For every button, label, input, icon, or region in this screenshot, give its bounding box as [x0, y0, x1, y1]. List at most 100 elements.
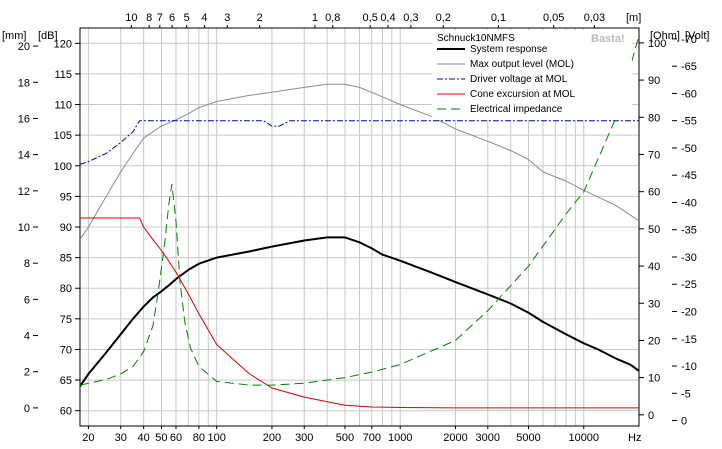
x-tick-label: 60 — [170, 432, 182, 444]
x-tick-label: 2000 — [443, 432, 467, 444]
series-layer — [79, 35, 640, 409]
wavelength-tick-label: 7 — [157, 12, 163, 24]
db-tick-label: 80 — [60, 283, 72, 295]
wavelength-tick-label: 8 — [146, 12, 152, 24]
db-tick-label: 90 — [60, 222, 72, 234]
wavelength-tick-label: 0,4 — [380, 12, 395, 24]
ohm-tick-label: 30 — [648, 298, 660, 310]
volt-axis-unit: [Volt] — [685, 30, 709, 42]
wavelength-tick-label: 0,8 — [325, 12, 340, 24]
mm-tick-label: 0 — [24, 403, 30, 415]
volt-tick-label: -40 — [681, 197, 697, 209]
legend-label-cone-excursion-at-mol: Cone excursion at MOL — [470, 89, 575, 100]
series-line-cone-excursion-at-mol — [80, 217, 639, 409]
ohm-tick-label: 80 — [648, 112, 660, 124]
watermark: Basta! — [591, 33, 625, 45]
ohm-tick-label: 100 — [648, 38, 666, 50]
volt-tick-label: -60 — [681, 88, 697, 100]
volt-tick-label: -65 — [681, 61, 697, 73]
axes-layer: 20 30 40 50 60 80 100 200 300 500 700 1000 2000 3000 5… — [18, 12, 697, 444]
x-tick-label: 500 — [336, 432, 354, 444]
x-tick-label: 20 — [82, 432, 94, 444]
ohm-tick-label: 40 — [648, 261, 660, 273]
mm-tick-label: 14 — [18, 150, 30, 162]
wavelength-tick-label: 4 — [201, 12, 207, 24]
wavelength-tick-label: 10 — [125, 12, 137, 24]
wavelength-tick-label: 6 — [169, 12, 175, 24]
mm-tick-label: 20 — [18, 41, 30, 53]
volt-tick-label: -5 — [681, 388, 691, 400]
volt-tick-label: -15 — [681, 334, 697, 346]
volt-tick-label: -70 — [681, 34, 697, 46]
db-tick-label: 110 — [54, 100, 72, 112]
x-tick-label: 700 — [363, 432, 381, 444]
series-line-electrical-impedance — [79, 35, 640, 386]
x-tick-label: 1000 — [388, 432, 412, 444]
x-tick-label: 80 — [193, 432, 205, 444]
ohm-tick-label: 70 — [648, 149, 660, 161]
db-tick-label: 120 — [54, 38, 72, 50]
ohm-tick-label: 0 — [648, 410, 654, 422]
ohm-tick-label: 10 — [648, 373, 660, 385]
legend-items: System response Max output level (MOL) Dri… — [437, 44, 575, 115]
x-tick-label: 300 — [295, 432, 313, 444]
volt-tick-label: -10 — [681, 361, 697, 373]
ohm-axis-unit: [Ohm] — [650, 30, 680, 42]
ohm-tick-label: 20 — [648, 335, 660, 347]
db-tick-label: 85 — [60, 253, 72, 265]
db-axis-unit: [dB] — [38, 30, 58, 42]
db-tick-label: 60 — [60, 406, 72, 418]
x-tick-label: 100 — [208, 432, 226, 444]
wavelength-tick-label: 0,1 — [491, 12, 506, 24]
mm-tick-label: 18 — [18, 77, 30, 89]
x-tick-label: 10000 — [568, 432, 599, 444]
legend-label-max-output-level-mol: Max output level (MOL) — [470, 59, 574, 70]
db-tick-label: 95 — [60, 191, 72, 203]
x-tick-label: 30 — [115, 432, 127, 444]
series-line-driver-voltage-at-mol — [79, 120, 639, 165]
frequency-axis-unit: Hz — [628, 432, 641, 444]
legend-title: Schnuck10NMFS — [437, 33, 515, 44]
series-line-max-output-level-mol — [79, 83, 640, 240]
legend: Schnuck10NMFS Basta! System response Max … — [432, 30, 632, 120]
db-tick-label: 70 — [60, 344, 72, 356]
volt-tick-label: -25 — [681, 279, 697, 291]
wavelength-tick-label: 0,05 — [543, 12, 564, 24]
volt-tick-label: -50 — [681, 143, 697, 155]
mm-tick-label: 8 — [24, 258, 30, 270]
wavelength-tick-label: 5 — [184, 12, 190, 24]
db-tick-label: 100 — [54, 161, 72, 173]
wavelength-tick-label: 3 — [224, 12, 230, 24]
mm-tick-label: 10 — [18, 222, 30, 234]
volt-tick-label: -30 — [681, 252, 697, 264]
legend-label-system-response: System response — [470, 44, 548, 55]
mm-tick-label: 6 — [24, 294, 30, 306]
legend-background — [432, 30, 632, 120]
legend-label-driver-voltage-at-mol: Driver voltage at MOL — [470, 74, 568, 85]
db-tick-label: 75 — [60, 314, 72, 326]
wavelength-tick-label: 0,3 — [403, 12, 418, 24]
wavelength-tick-label: 0,5 — [363, 12, 378, 24]
x-tick-label: 3000 — [476, 432, 500, 444]
wavelength-tick-label: 1 — [312, 12, 318, 24]
db-tick-label: 115 — [54, 69, 72, 81]
db-tick-label: 65 — [60, 375, 72, 387]
volt-tick-label: -55 — [681, 116, 697, 128]
wavelength-tick-label: 0,03 — [584, 12, 605, 24]
ohm-tick-label: 50 — [648, 224, 660, 236]
series-line-system-response — [79, 236, 640, 387]
wavelength-tick-label: 2 — [257, 12, 263, 24]
x-tick-label: 40 — [138, 432, 150, 444]
ohm-tick-label: 90 — [648, 75, 660, 87]
mm-tick-label: 2 — [24, 367, 30, 379]
ohm-tick-label: 60 — [648, 187, 660, 199]
db-tick-label: 105 — [54, 130, 72, 142]
volt-tick-label: 0 — [681, 416, 687, 428]
x-tick-label: 200 — [263, 432, 281, 444]
x-tick-label: 50 — [155, 432, 167, 444]
mm-tick-label: 16 — [18, 113, 30, 125]
volt-tick-label: -35 — [681, 225, 697, 237]
legend-label-electrical-impedance: Electrical impedance — [470, 104, 563, 115]
volt-tick-label: -20 — [681, 307, 697, 319]
